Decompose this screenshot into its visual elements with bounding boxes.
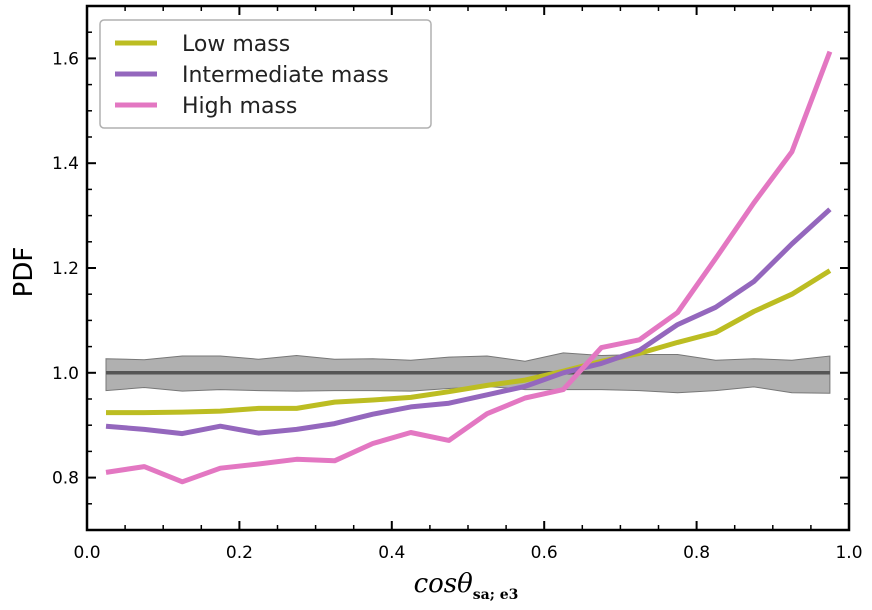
y-tick-label: 0.8: [52, 469, 79, 489]
legend-label-intermediate-mass: Intermediate mass: [182, 63, 389, 88]
x-axis-label: cosθsa; e3: [414, 569, 519, 603]
x-tick-label: 1.0: [835, 543, 862, 563]
legend-label-high-mass: High mass: [182, 94, 297, 119]
y-tick-label: 1.0: [52, 364, 79, 384]
legend-label-low-mass: Low mass: [182, 32, 290, 57]
x-axis-label-subscript: sa; e3: [473, 587, 519, 603]
y-tick-label: 1.6: [52, 49, 79, 69]
tick-label-layer: 0.0 0.2 0.4 0.6 0.8 1.0 0.8 1.0 1.2 1.4 1.6: [52, 49, 863, 563]
x-tick-label: 0.4: [378, 543, 405, 563]
y-tick-label: 1.4: [52, 154, 79, 174]
series-line-intermediate-mass: [105, 207, 832, 437]
x-tick-label: 0.6: [531, 543, 558, 563]
x-tick-label: 0.8: [683, 543, 710, 563]
x-axis-label-main: cosθ: [414, 569, 474, 599]
series-layer: [105, 50, 833, 485]
legend-box: [99, 19, 432, 129]
y-axis-label: PDF: [9, 247, 39, 298]
x-tick-label: 0.2: [226, 543, 253, 563]
x-tick-label: 0.0: [73, 543, 100, 563]
legend: Low mass Intermediate mass High mass: [99, 19, 432, 129]
y-tick-label: 1.2: [52, 259, 79, 279]
tick-layer: [86, 5, 850, 531]
series-line-high-mass: [105, 50, 833, 485]
series-line-low-mass: [106, 268, 832, 416]
random-band-layer: [105, 352, 831, 394]
